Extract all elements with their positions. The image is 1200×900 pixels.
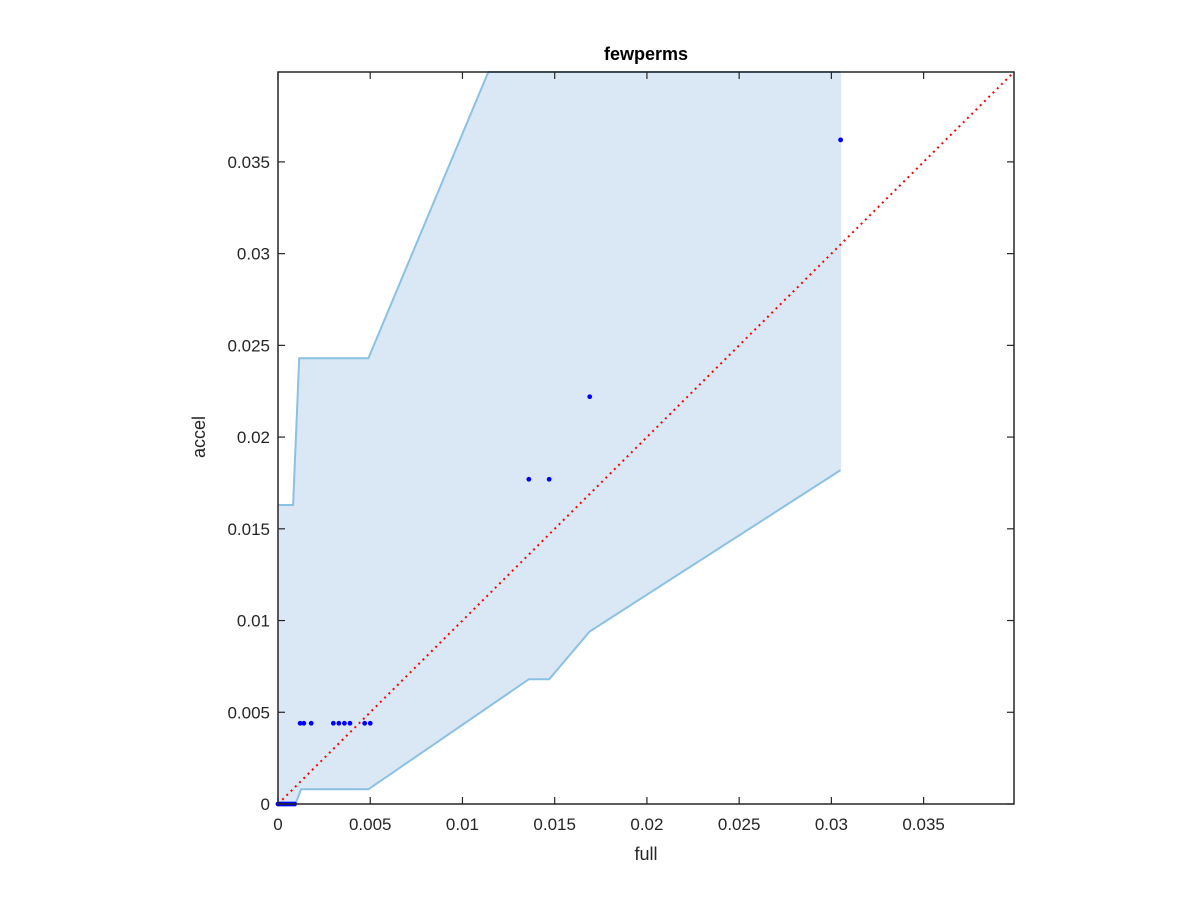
y-tick-label: 0	[261, 795, 270, 814]
y-tick-label: 0.01	[237, 612, 270, 631]
x-tick-label: 0.015	[533, 815, 576, 834]
data-point	[526, 476, 532, 482]
x-tick-label: 0.03	[815, 815, 848, 834]
y-tick-label: 0.005	[227, 703, 270, 722]
y-tick-label: 0.03	[237, 245, 270, 264]
data-point	[367, 720, 373, 726]
data-point	[362, 720, 368, 726]
x-axis-title: full	[634, 844, 657, 864]
x-tick-label: 0.035	[902, 815, 945, 834]
x-tick-label: 0.02	[630, 815, 663, 834]
data-point	[838, 137, 844, 143]
data-point	[546, 476, 552, 482]
data-point	[336, 720, 342, 726]
band-lower-edge	[278, 469, 842, 805]
x-tick-label: 0.005	[349, 815, 392, 834]
data-point	[297, 720, 303, 726]
data-point	[330, 720, 336, 726]
chart-title: fewperms	[604, 44, 688, 64]
data-point	[347, 720, 353, 726]
y-tick-label: 0.02	[237, 428, 270, 447]
axes-box	[277, 71, 1015, 805]
y-tick-label: 0.035	[227, 153, 270, 172]
y-tick-label: 0.015	[227, 520, 270, 539]
data-point	[587, 394, 593, 400]
data-point	[308, 720, 314, 726]
reference-line	[277, 71, 1015, 805]
y-tick-label: 0.025	[227, 336, 270, 355]
x-tick-label: 0.01	[446, 815, 479, 834]
band-area	[278, 72, 841, 804]
x-tick-label: 0.025	[718, 815, 761, 834]
data-point	[301, 720, 307, 726]
x-tick-label: 0	[273, 815, 282, 834]
data-point	[342, 720, 347, 726]
y-axis-title: accel	[189, 416, 209, 458]
axes: 0 0.005 0.01 0.015 0.02 0.025 0.03 0.035 0 0.005 0…	[227, 71, 1015, 834]
